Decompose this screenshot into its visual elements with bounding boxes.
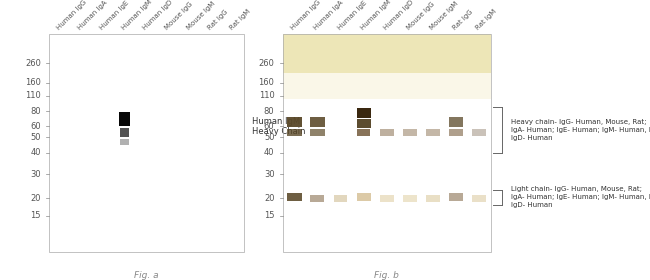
Bar	[333, 195, 347, 202]
Bar	[357, 193, 370, 201]
Text: Human IgD: Human IgD	[142, 0, 174, 31]
Text: Human IgE: Human IgE	[336, 0, 367, 31]
Text: Human IgA: Human IgA	[313, 0, 345, 31]
Bar	[472, 129, 486, 136]
Text: 20: 20	[264, 194, 274, 203]
Text: Heavy chain- IgG- Human, Mouse, Rat;
IgA- Human; IgE- Human; IgM- Human, Mouse, : Heavy chain- IgG- Human, Mouse, Rat; IgA…	[512, 119, 650, 141]
Text: Human IgM
Heavy Chain: Human IgM Heavy Chain	[252, 117, 305, 136]
Bar	[403, 129, 417, 136]
Text: Fig. b: Fig. b	[374, 270, 399, 279]
Bar	[283, 34, 491, 73]
Text: Rat IgM: Rat IgM	[475, 9, 498, 31]
Bar	[426, 129, 440, 136]
Bar	[287, 118, 302, 127]
Bar	[119, 112, 130, 126]
Text: Mouse IgM: Mouse IgM	[185, 1, 216, 31]
Bar	[120, 128, 129, 137]
Text: 80: 80	[264, 107, 274, 116]
Text: 110: 110	[25, 91, 41, 100]
Text: Human IgG: Human IgG	[290, 0, 322, 31]
Text: 60: 60	[264, 122, 274, 131]
Bar	[357, 120, 370, 128]
Text: Rat IgM: Rat IgM	[229, 9, 252, 31]
Bar	[287, 129, 302, 136]
Text: 50: 50	[264, 133, 274, 142]
Bar	[287, 193, 302, 201]
Bar	[380, 129, 393, 136]
Text: Mouse IgG: Mouse IgG	[164, 1, 194, 31]
Text: 160: 160	[25, 78, 41, 87]
Bar	[380, 195, 393, 202]
Text: Fig. a: Fig. a	[134, 270, 159, 279]
Bar	[357, 129, 370, 136]
Text: 15: 15	[31, 211, 41, 220]
Bar	[426, 195, 440, 202]
Text: Human IgG: Human IgG	[55, 0, 87, 31]
Bar	[473, 195, 486, 202]
Bar	[403, 195, 417, 202]
Bar	[310, 195, 324, 202]
Bar	[310, 129, 325, 136]
Text: Light chain- IgG- Human, Mouse, Rat;
IgA- Human; IgE- Human; IgM- Human, Mouse, : Light chain- IgG- Human, Mouse, Rat; IgA…	[512, 186, 650, 208]
Text: Mouse IgG: Mouse IgG	[406, 1, 436, 31]
Text: Human IgE: Human IgE	[99, 0, 130, 31]
Text: Rat IgG: Rat IgG	[452, 9, 474, 31]
Text: 30: 30	[31, 170, 41, 179]
Text: Human IgD: Human IgD	[382, 0, 415, 31]
Text: 260: 260	[259, 59, 274, 67]
Text: 30: 30	[264, 170, 274, 179]
Text: 60: 60	[31, 122, 41, 131]
Text: 110: 110	[259, 91, 274, 100]
Text: 50: 50	[31, 133, 41, 142]
Bar	[120, 139, 129, 145]
Text: 80: 80	[31, 107, 41, 116]
Text: 15: 15	[264, 211, 274, 220]
Text: 20: 20	[31, 194, 41, 203]
Bar	[357, 108, 370, 118]
Text: Mouse IgM: Mouse IgM	[429, 1, 460, 31]
Bar	[449, 193, 463, 201]
Text: Rat IgG: Rat IgG	[207, 9, 229, 31]
Bar	[449, 118, 463, 127]
Text: 40: 40	[31, 148, 41, 157]
Text: Human IgA: Human IgA	[77, 0, 109, 31]
Bar	[449, 129, 463, 136]
Text: Human IgM: Human IgM	[359, 0, 392, 31]
Bar	[283, 73, 491, 99]
Text: 260: 260	[25, 59, 41, 67]
Text: Human IgM: Human IgM	[120, 0, 153, 31]
Text: 40: 40	[264, 148, 274, 157]
Bar	[310, 118, 325, 127]
Text: 160: 160	[259, 78, 274, 87]
